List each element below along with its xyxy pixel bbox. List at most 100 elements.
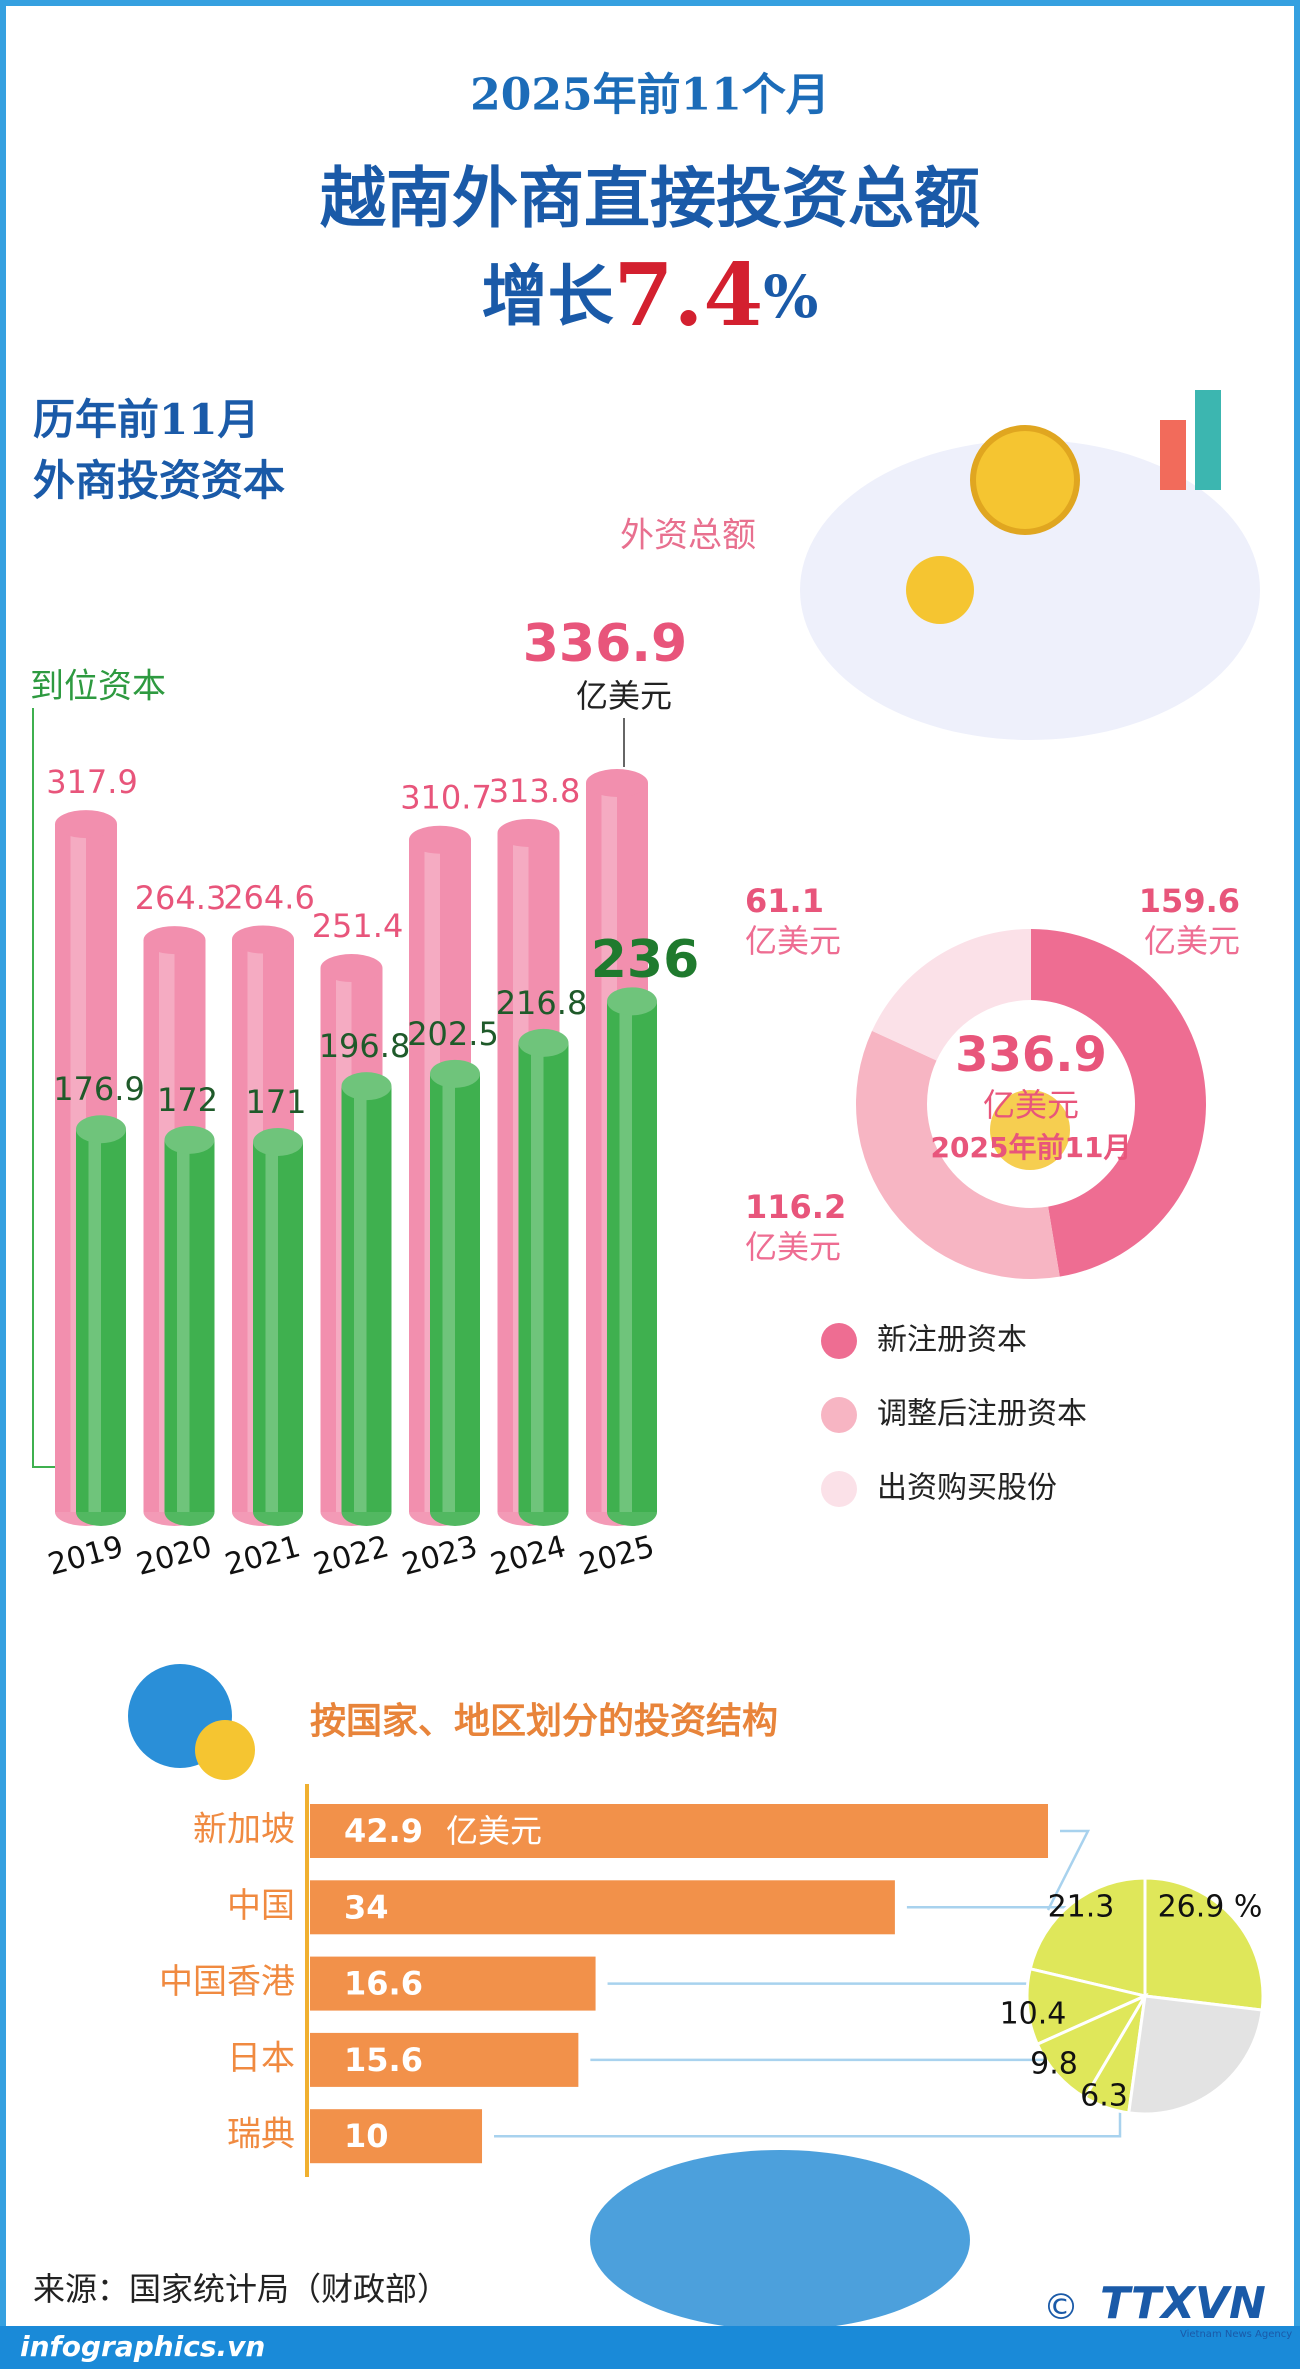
cylinder-cap: [430, 1059, 480, 1088]
section-title: 按国家、地区划分的投资结构: [310, 1700, 778, 1742]
title-line3: 增长7.4%: [482, 245, 819, 346]
value-label: 264.6: [223, 878, 315, 916]
unit-label: 亿美元: [745, 1228, 841, 1266]
value-label: 313.8: [489, 772, 581, 810]
legend-marker: [821, 1323, 857, 1359]
value-label: 317.9: [46, 763, 138, 801]
donut-center-label: 2025年前11月: [931, 1131, 1132, 1164]
cylinder-cap: [409, 825, 471, 854]
donut-slice: [872, 929, 1031, 1061]
donut-slice: [856, 1030, 1060, 1279]
unit-label: 亿美元: [576, 677, 672, 715]
donut-total: 336.9: [955, 1027, 1107, 1083]
value-label: 196.8: [319, 1027, 411, 1065]
value-label: 61.1: [745, 882, 824, 920]
donut-unit: 亿美元: [983, 1086, 1079, 1124]
cylinder-cap: [232, 925, 294, 954]
cylinder: [518, 1042, 569, 1512]
value-label: 216.8: [496, 984, 588, 1022]
pie-label: 9.8: [1030, 2047, 1078, 2082]
cylinder: [76, 1129, 126, 1512]
connector: [1046, 1829, 1091, 1911]
unit-label: 亿美元: [1144, 922, 1240, 960]
bar: [310, 1804, 1048, 1858]
cylinder-cap: [76, 1115, 126, 1144]
pie-slice: [1127, 1994, 1264, 2116]
value-label: 15.6: [344, 2041, 423, 2079]
category-label: 日本: [227, 2038, 295, 2078]
title-line1: 2025年前11个月: [470, 70, 830, 121]
illustration: [128, 390, 1260, 2330]
agency: Vietnam News Agency: [1180, 2329, 1292, 2340]
value-label: 176.9: [53, 1070, 145, 1108]
cylinder-cap: [586, 769, 648, 797]
legend-label: 新注册资本: [877, 1323, 1027, 1358]
cylinder: [164, 1139, 215, 1512]
pie-label: 10.4: [1000, 1997, 1067, 2032]
bar: [310, 1956, 596, 2011]
pie-label: 21.3: [1048, 1890, 1115, 1925]
cylinder: [253, 1141, 303, 1512]
cylinder: [341, 1086, 392, 1512]
value-label: 159.6: [1139, 882, 1240, 920]
cylinder-cap: [320, 954, 383, 983]
value-label: 202.5: [407, 1015, 499, 1053]
value-label: 251.4: [312, 907, 404, 945]
bar-title: 外商投资资本: [33, 456, 285, 505]
growth-value: 7.4: [614, 245, 764, 346]
bar: [310, 2109, 483, 2164]
legend-label: 外资总额: [620, 516, 756, 556]
legend-label: 出资购买股份: [877, 1471, 1057, 1506]
legend-marker: [821, 1471, 857, 1507]
site: infographics.vn: [20, 2330, 265, 2363]
cylinder: [430, 1073, 480, 1512]
growth-unit: %: [763, 263, 818, 331]
bar: [310, 2032, 579, 2087]
value-label: 10: [344, 2117, 389, 2155]
legend-label: 到位资本: [30, 667, 166, 707]
cylinder-cap: [253, 1127, 303, 1156]
value-label: 310.7: [400, 779, 492, 817]
cylinder-highlight: [177, 1139, 190, 1512]
legend-marker: [821, 1397, 857, 1433]
value-label: 171: [245, 1083, 306, 1121]
logo: TTXVN: [1100, 2278, 1266, 2329]
pie-label: 6.3: [1080, 2079, 1128, 2114]
footer-bar: [0, 2326, 1300, 2369]
category-label: 新加坡: [193, 1810, 295, 1850]
cylinder-cap: [341, 1072, 392, 1101]
cylinder-cap: [518, 1028, 569, 1057]
unit-label: 亿美元: [745, 922, 841, 960]
cylinder-highlight: [531, 1042, 544, 1512]
value-label-big: 336.9: [523, 614, 687, 674]
legend-label: 调整后注册资本: [877, 1397, 1087, 1432]
value-label: 42.9: [344, 1812, 423, 1850]
cylinder-highlight: [619, 1001, 632, 1512]
title-line2: 越南外商直接投资总额: [320, 159, 980, 237]
pie-slice: [1143, 1876, 1265, 2012]
pie-slice: [1028, 1876, 1147, 1998]
cylinder-cap: [497, 818, 560, 847]
cylinder-highlight: [442, 1073, 455, 1512]
category-label: 中国: [227, 1886, 295, 1926]
growth-label: 增长: [482, 257, 614, 335]
value-label-big: 236: [591, 930, 700, 990]
value-label: 172: [157, 1081, 218, 1119]
category-label: 瑞典: [227, 2115, 295, 2155]
value-label: 264.3: [135, 879, 227, 917]
cylinder-cap: [607, 987, 657, 1016]
donut-slice: [1031, 929, 1206, 1277]
value-label: 34: [344, 1888, 389, 1926]
cylinder-highlight: [88, 1129, 101, 1512]
unit-label: 亿美元: [446, 1812, 542, 1850]
bar-title: 历年前11月: [33, 395, 259, 444]
cylinder-highlight: [265, 1141, 278, 1512]
value-label: 16.6: [344, 1965, 423, 2003]
pie-label: 26.9 %: [1158, 1890, 1263, 1925]
cylinder-cap: [164, 1125, 215, 1154]
copyright: ©: [1043, 2287, 1079, 2328]
cylinder-cap: [55, 810, 117, 839]
source: 来源：国家统计局（财政部）: [33, 2270, 449, 2308]
value-label: 116.2: [745, 1188, 846, 1226]
